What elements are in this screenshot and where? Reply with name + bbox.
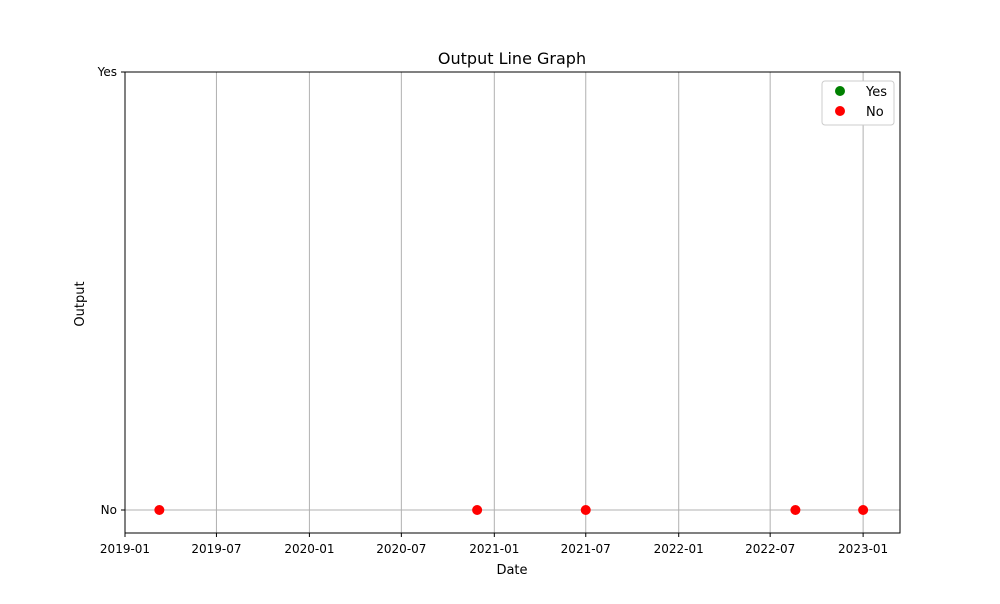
y-axis-label: Output	[73, 281, 88, 326]
x-tick-label: 2022-01	[654, 542, 704, 556]
legend-label-no: No	[866, 105, 884, 120]
x-tick-label: 2020-01	[284, 542, 334, 556]
y-tick-label: No	[101, 503, 117, 517]
x-tick-label: 2020-07	[376, 542, 426, 556]
x-tick-label: 2023-01	[838, 542, 888, 556]
x-tick-label: 2021-07	[561, 542, 611, 556]
legend-marker-no	[835, 106, 845, 116]
legend: Yes No	[821, 80, 895, 126]
chart-title: Output Line Graph	[438, 49, 586, 68]
x-axis-ticks: 2019-01 2019-07 2020-01 2020-07 2021-01 2021-…	[100, 533, 888, 556]
data-point-no	[580, 505, 591, 515]
x-tick-label: 2021-01	[469, 542, 519, 556]
x-tick-label: 2019-01	[100, 542, 150, 556]
y-axis-ticks: No Yes	[97, 65, 125, 517]
data-point-no	[790, 505, 801, 515]
legend-label-yes: Yes	[865, 85, 887, 100]
x-axis-label: Date	[496, 563, 527, 578]
x-tick-label: 2019-07	[191, 542, 241, 556]
data-point-no	[858, 505, 869, 515]
legend-marker-yes	[835, 86, 845, 96]
data-point-no	[472, 505, 483, 515]
x-tick-label: 2022-07	[745, 542, 795, 556]
plot-frame	[124, 71, 901, 534]
data-point-no	[154, 505, 165, 515]
y-tick-label: Yes	[97, 65, 117, 79]
series-layer	[154, 505, 869, 515]
